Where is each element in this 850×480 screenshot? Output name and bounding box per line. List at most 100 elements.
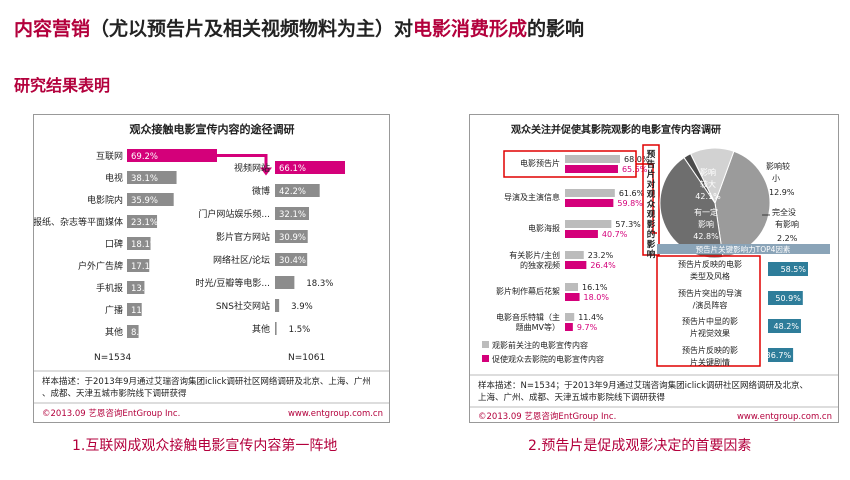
footnote-line-1: 样本描述：N=1534；于2013年9月通过艾瑞咨询集团iclick调研社区网络… [478, 380, 808, 391]
category-label: 电影海报 [528, 223, 560, 233]
category-label: SNS社交网站 [216, 300, 270, 312]
data-label: 13.4% [131, 284, 158, 294]
bar-series-2 [565, 165, 618, 173]
pie-vertical-label-char: 响 [647, 249, 656, 260]
bar [127, 237, 151, 250]
factor-bar [768, 348, 794, 362]
factor-label: 预告片反映的影 [682, 345, 738, 355]
data-label: 11.4% [578, 313, 604, 322]
bar [127, 171, 177, 184]
bar [127, 303, 142, 316]
data-label: 48.2% [774, 322, 800, 331]
category-label: 有关影片/主创 [509, 250, 560, 260]
title-highlight-1: 内容营销 [14, 18, 91, 40]
data-label: 69.2% [131, 152, 158, 162]
category-label: 电影院内 [87, 194, 123, 206]
bar [127, 281, 145, 294]
bar-series-2 [565, 230, 598, 238]
bar [127, 193, 174, 206]
sample-size-label: N=1061 [288, 353, 325, 363]
legend-swatch [482, 341, 489, 348]
category-label: 户外广告牌 [78, 260, 123, 272]
data-label: 59.8% [617, 199, 643, 208]
pie-vertical-label-char: 观 [647, 210, 656, 220]
bar [275, 184, 320, 197]
pie-vertical-label-char: 的 [647, 229, 656, 240]
chart-title: 观众接触电影宣传内容的途径调研 [130, 122, 295, 136]
legend-label: 促使观众去影院的电影宣传内容 [492, 354, 604, 364]
data-label: 9.7% [577, 323, 598, 332]
bar [127, 325, 139, 338]
bar-series-1 [565, 189, 615, 197]
category-label: 导演及主演信息 [504, 192, 560, 202]
pie-vertical-label-char: 对 [647, 179, 656, 190]
data-label: 1.5% [289, 325, 311, 335]
category-label: 电影预告片 [520, 158, 560, 168]
category-label: 微博 [252, 185, 270, 197]
pie-label: 小 [772, 174, 780, 183]
bar [127, 259, 150, 272]
data-label: 36.7% [766, 351, 792, 360]
title-text-1: （尤以预告片及相关视频物料为主）对 [90, 18, 414, 40]
pie-label: 影响 [700, 167, 716, 177]
pie-vertical-label-char: 告 [647, 159, 656, 170]
data-label: 11.3% [131, 306, 158, 316]
data-label: 16.1% [582, 283, 608, 292]
pie-label: 影响较 [766, 161, 790, 171]
factor-label: 预告片中显的影 [682, 316, 738, 326]
bar-series-1 [565, 283, 579, 291]
bar [275, 207, 309, 220]
category-label: 电视 [105, 172, 123, 184]
footnote-line-2: 上海、广州、成都、天津五城市影院线下调研获得 [478, 392, 666, 403]
category-label: 门户网站娱乐频... [198, 208, 270, 220]
category-label: 影片制作幕后花絮 [496, 286, 560, 296]
factor-label: 预告片突出的导演 [678, 288, 742, 298]
data-label: 18.0% [584, 293, 610, 302]
pie-label: 影响 [698, 219, 714, 229]
data-label: 68.0% [624, 155, 650, 164]
pie-vertical-label-char: 影 [647, 239, 656, 250]
legend-swatch [482, 355, 489, 362]
data-label: 50.9% [775, 294, 801, 303]
pie-label: 有影响 [775, 219, 799, 229]
bar [275, 230, 308, 243]
factor-bar [768, 319, 801, 333]
bar-series-2 [565, 293, 580, 301]
bar-series-1 [565, 313, 575, 321]
category-label: 网络社区/论坛 [213, 254, 270, 266]
category-label: 其他 [105, 326, 123, 338]
connector-line [636, 163, 657, 234]
chart-title: 观众关注并促使其影院观影的电影宣传内容调研 [511, 123, 721, 136]
section-subtitle: 研究结果表明 [14, 76, 111, 95]
bar [275, 253, 308, 266]
sample-size-label: N=1534 [94, 353, 131, 363]
highlight-box-pie-label [642, 144, 660, 256]
data-label: 66.1% [279, 164, 306, 174]
data-label: 8.9% [131, 328, 153, 338]
bar-series-1 [565, 220, 612, 228]
category-label: 时光/豆瓣等电影... [195, 277, 270, 289]
bar-series-1 [565, 155, 620, 163]
category-label: 手机报 [96, 282, 123, 294]
category-label: 报纸、杂志等平面媒体 [34, 216, 123, 228]
data-label: 18.3% [306, 279, 333, 289]
pie-slice [659, 156, 724, 259]
category-label: 其他 [252, 323, 270, 335]
factor-bar [768, 291, 803, 305]
subchart-title-bg [657, 244, 830, 254]
caption-left: 1.互联网成观众接触电影宣传内容第一阵地 [72, 438, 338, 454]
arrow-head [260, 167, 272, 176]
bar [275, 299, 280, 312]
pie-label: 较大 [700, 179, 716, 189]
factor-bar [768, 262, 808, 276]
data-label: 23.1% [131, 218, 158, 228]
data-label: 61.6% [619, 189, 645, 198]
footnote-line-2: 、成都、天津五城市影院线下调研获得 [42, 388, 187, 399]
data-label: 17.1% [131, 262, 158, 272]
data-label: 18.1% [131, 240, 158, 250]
bar [127, 215, 158, 228]
pie-label: 有一定 [694, 207, 718, 217]
pie-vertical-label-char: 片 [647, 169, 656, 180]
pie-value: 42.8% [693, 232, 719, 241]
